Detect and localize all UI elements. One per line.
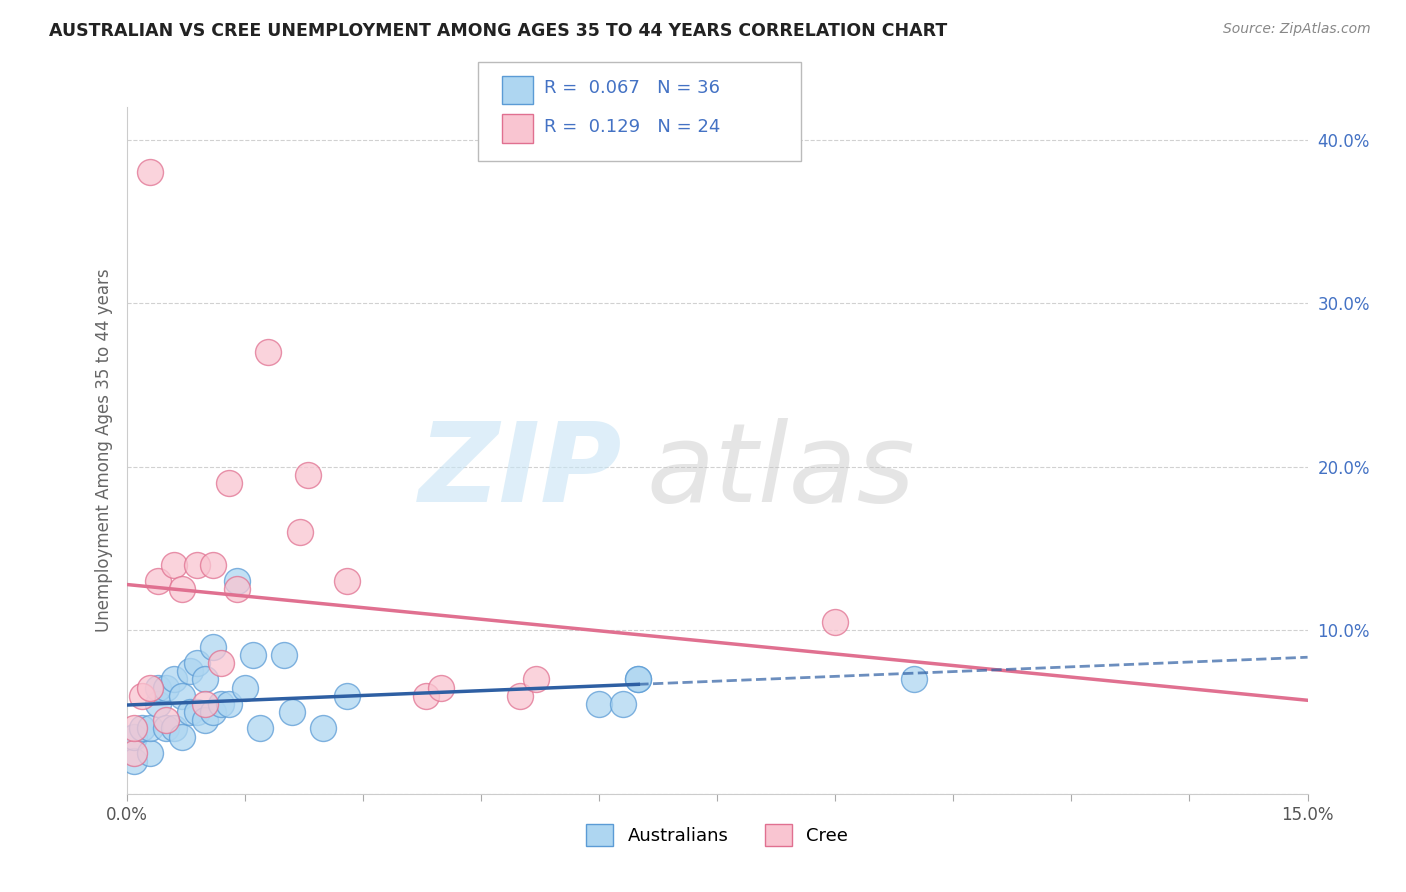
Point: [124, 730, 146, 744]
Point: [524, 673, 547, 687]
Point: [163, 722, 186, 736]
Point: [249, 722, 271, 736]
Text: atlas: atlas: [647, 417, 915, 524]
Point: [273, 648, 295, 662]
Point: [218, 697, 240, 711]
Point: [124, 746, 146, 760]
Point: [139, 681, 162, 695]
Point: [163, 558, 186, 572]
Point: [903, 673, 925, 687]
Point: [430, 681, 453, 695]
Point: [155, 714, 177, 728]
Point: [281, 705, 304, 719]
Point: [209, 697, 232, 711]
Point: [612, 697, 634, 711]
Point: [288, 525, 311, 540]
Point: [194, 673, 217, 687]
Point: [146, 697, 169, 711]
Point: [124, 754, 146, 768]
Y-axis label: Unemployment Among Ages 35 to 44 years: Unemployment Among Ages 35 to 44 years: [94, 268, 112, 632]
Point: [139, 746, 162, 760]
Point: [297, 467, 319, 482]
Point: [155, 681, 177, 695]
Point: [146, 574, 169, 589]
Point: [225, 574, 247, 589]
Point: [194, 697, 217, 711]
Point: [194, 714, 217, 728]
Point: [627, 673, 650, 687]
Point: [202, 705, 225, 719]
Point: [170, 689, 193, 703]
Point: [155, 722, 177, 736]
Text: ZIP: ZIP: [419, 417, 623, 524]
Point: [139, 722, 162, 736]
Point: [179, 705, 201, 719]
Point: [415, 689, 437, 703]
Point: [170, 582, 193, 597]
Point: [209, 656, 232, 670]
Point: [131, 722, 153, 736]
Point: [163, 673, 186, 687]
Point: [186, 558, 208, 572]
Point: [218, 476, 240, 491]
Text: AUSTRALIAN VS CREE UNEMPLOYMENT AMONG AGES 35 TO 44 YEARS CORRELATION CHART: AUSTRALIAN VS CREE UNEMPLOYMENT AMONG AG…: [49, 22, 948, 40]
Point: [336, 574, 359, 589]
Point: [146, 681, 169, 695]
Point: [257, 345, 280, 359]
Point: [824, 615, 846, 630]
Point: [509, 689, 531, 703]
Point: [124, 722, 146, 736]
Point: [312, 722, 335, 736]
Point: [588, 697, 610, 711]
Point: [336, 689, 359, 703]
Text: Source: ZipAtlas.com: Source: ZipAtlas.com: [1223, 22, 1371, 37]
Legend: Australians, Cree: Australians, Cree: [579, 817, 855, 854]
Text: R =  0.067   N = 36: R = 0.067 N = 36: [544, 79, 720, 97]
Point: [170, 730, 193, 744]
Point: [131, 689, 153, 703]
Point: [139, 165, 162, 179]
Point: [242, 648, 264, 662]
Point: [186, 656, 208, 670]
Text: R =  0.129   N = 24: R = 0.129 N = 24: [544, 118, 720, 136]
Point: [202, 640, 225, 654]
Point: [179, 664, 201, 679]
Point: [186, 705, 208, 719]
Point: [233, 681, 256, 695]
Point: [627, 673, 650, 687]
Point: [202, 558, 225, 572]
Point: [225, 582, 247, 597]
